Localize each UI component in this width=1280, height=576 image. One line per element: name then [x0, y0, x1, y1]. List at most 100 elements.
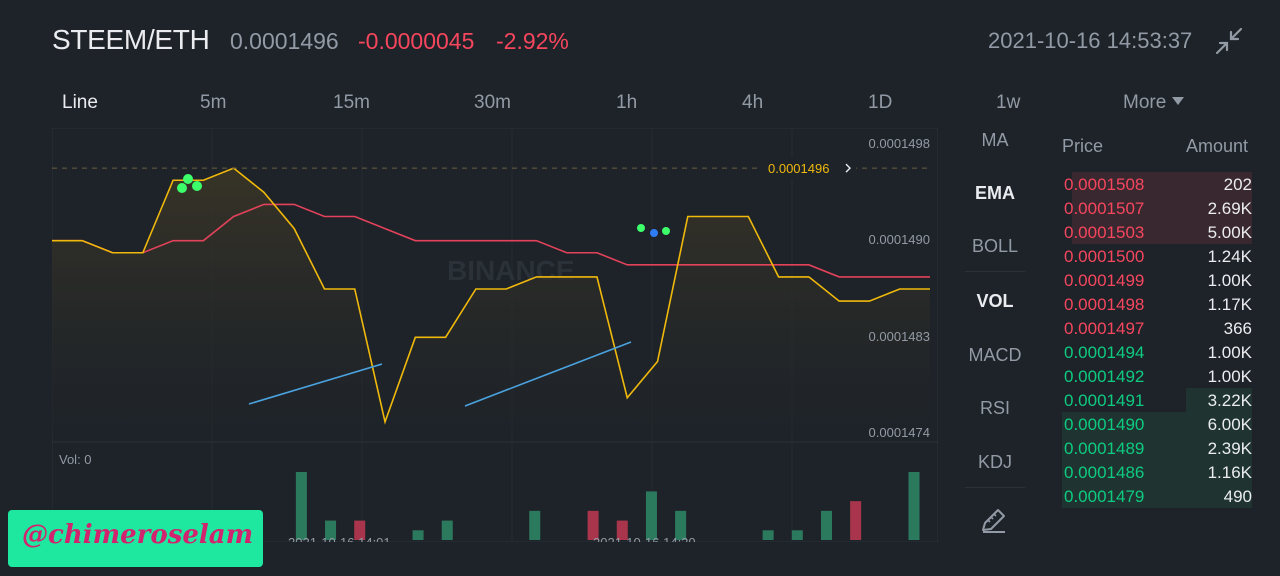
indicator-kdj[interactable]: KDJ [977, 452, 1012, 472]
x-tick-label: 2021-10-16 14:20 [593, 535, 696, 542]
tab-more[interactable]: More [1123, 92, 1185, 114]
indicator-vol[interactable]: VOL [976, 291, 1014, 311]
tab-5m[interactable]: 5m [200, 92, 227, 113]
ask-row[interactable]: 0.0001498 1.17K [1062, 292, 1252, 316]
trend-lines [248, 341, 632, 407]
trade-marker [183, 174, 193, 184]
ask-row[interactable]: 0.0001503 5.00K [1062, 220, 1252, 244]
order-price: 0.0001490 [1064, 415, 1145, 434]
indicator-rsi[interactable]: RSI [979, 398, 1010, 418]
order-price: 0.0001508 [1064, 175, 1145, 194]
trade-marker [192, 181, 202, 191]
ask-row[interactable]: 0.0001500 1.24K [1062, 244, 1252, 268]
price-change-percent: -2.92% [496, 28, 569, 54]
y-tick-label: 0.0001490 [869, 232, 930, 247]
volume-bar [791, 530, 803, 540]
bid-row[interactable]: 0.0001489 2.39K [1062, 436, 1252, 460]
indicator-divider [965, 271, 1025, 272]
trade-marker [662, 227, 670, 235]
pair-title[interactable]: STEEM/ETH [52, 24, 210, 55]
indicator-macd[interactable]: MACD [968, 345, 1022, 365]
collapse-arrows-icon[interactable] [1214, 26, 1244, 56]
volume-bar [616, 520, 628, 540]
volume-bar [762, 530, 774, 540]
ema-line [52, 203, 930, 278]
pencil-ruler-icon[interactable] [979, 506, 1009, 534]
order-amount: 1.00K [1207, 343, 1252, 362]
order-amount: 1.00K [1207, 271, 1252, 290]
order-amount: 5.00K [1207, 223, 1252, 242]
order-amount: 1.17K [1207, 295, 1252, 314]
depth-bar [1071, 220, 1252, 244]
volume-bar [587, 510, 599, 540]
order-price: 0.0001491 [1064, 391, 1145, 410]
orderbook-price-header: Price [1062, 136, 1104, 156]
ask-row[interactable]: 0.0001497 366 [1062, 316, 1252, 340]
tab-4h[interactable]: 4h [742, 92, 764, 113]
trend-line [248, 363, 383, 405]
timestamp: 2021-10-16 14:53:37 [988, 28, 1193, 53]
depth-bar [1062, 460, 1252, 484]
order-price: 0.0001497 [1064, 319, 1145, 338]
ask-row[interactable]: 0.0001508 202 [1062, 172, 1252, 196]
bid-row[interactable]: 0.0001486 1.16K [1062, 460, 1252, 484]
y-axis-ticks: 0.0001498 0.0001490 0.0001483 0.0001474 [869, 136, 930, 440]
tab-line[interactable]: Line [62, 92, 98, 113]
orderbook-amount-header: Amount [1186, 136, 1249, 156]
order-price: 0.0001489 [1064, 439, 1145, 458]
depth-bar [1062, 484, 1252, 508]
order-amount: 1.00K [1207, 367, 1252, 386]
order-price: 0.0001503 [1064, 223, 1145, 242]
volume-bar [412, 530, 424, 540]
order-price: 0.0001479 [1064, 487, 1145, 506]
tab-1w[interactable]: 1w [996, 92, 1021, 113]
indicator-ema[interactable]: EMA [975, 183, 1015, 203]
volume-bar [441, 520, 453, 540]
price-tag-text: 0.0001496 [768, 161, 829, 176]
bid-row[interactable]: 0.0001491 3.22K [1062, 388, 1252, 412]
price-chart[interactable]: BINANCE 0.00014980.00014900.00014830.000… [52, 128, 938, 542]
ask-row[interactable]: 0.0001507 2.69K [1062, 196, 1252, 220]
order-amount: 1.16K [1207, 463, 1252, 482]
indicator-divider [965, 487, 1025, 488]
trade-marker [637, 224, 645, 232]
indicator-boll[interactable]: BOLL [971, 236, 1019, 256]
ticker-header: STEEM/ETH 0.0001496 -0.0000045 -2.92% 20… [0, 0, 1280, 80]
tab-more-label: More [1123, 92, 1167, 113]
bid-row[interactable]: 0.0001490 6.00K [1062, 412, 1252, 436]
order-price: 0.0001499 [1064, 271, 1145, 290]
tab-1d[interactable]: 1D [868, 92, 893, 113]
tab-30m[interactable]: 30m [474, 92, 511, 113]
tab-15m[interactable]: 15m [333, 92, 370, 113]
author-watermark-text: @chimeroselam [22, 520, 254, 550]
trade-marker [650, 229, 658, 237]
volume-bar [908, 472, 920, 540]
depth-bar [1185, 388, 1252, 412]
volume-bar [325, 520, 337, 540]
bid-row[interactable]: 0.0001494 1.00K [1062, 340, 1252, 364]
volume-bar [645, 491, 657, 540]
order-price: 0.0001494 [1064, 343, 1145, 362]
order-amount: 202 [1223, 175, 1252, 194]
bid-row[interactable]: 0.0001479 490 [1062, 484, 1252, 508]
order-amount: 1.24K [1207, 247, 1252, 266]
depth-bar [1062, 436, 1252, 460]
order-price: 0.0001486 [1064, 463, 1145, 482]
trade-marker [177, 183, 187, 193]
tab-1h[interactable]: 1h [616, 92, 638, 113]
order-amount: 490 [1223, 487, 1252, 506]
volume-label: Vol: 0 [59, 452, 92, 467]
last-price: 0.0001496 [230, 28, 339, 54]
bid-row[interactable]: 0.0001492 1.00K [1062, 364, 1252, 388]
depth-bar [1062, 412, 1252, 436]
y-tick-label: 0.0001474 [869, 425, 930, 440]
author-watermark: @chimeroselam [8, 510, 263, 567]
trend-line [464, 341, 632, 407]
volume-bar [675, 510, 687, 540]
order-amount: 366 [1223, 319, 1252, 338]
ask-row[interactable]: 0.0001499 1.00K [1062, 268, 1252, 292]
x-tick-label: 2021-10-16 14:01 [288, 535, 391, 542]
price-change: -0.0000045 [358, 28, 475, 54]
order-price: 0.0001507 [1064, 199, 1145, 218]
indicator-ma[interactable]: MA [981, 130, 1009, 150]
